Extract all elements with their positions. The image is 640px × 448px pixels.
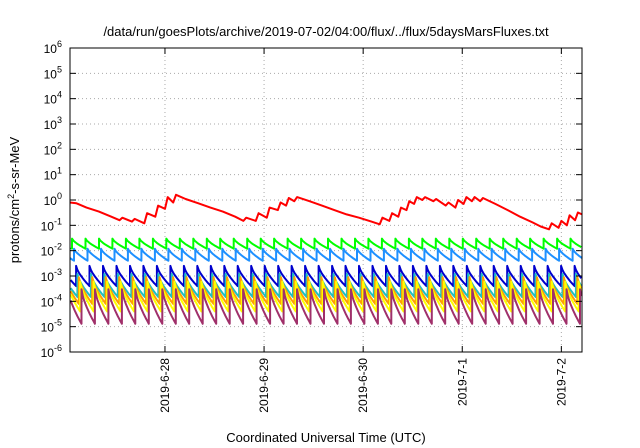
y-tick-base: 10 [41,219,55,233]
series-line-5 [69,273,583,298]
chart-title: /data/run/goesPlots/archive/2019-07-02/0… [103,24,549,39]
y-tick-base: 10 [44,169,58,183]
y-tick-exponent: 6 [57,39,62,49]
y-tick-exponent: -5 [54,318,62,328]
grid [70,48,582,352]
y-tick-label: 10-2 [41,242,62,259]
y-tick-exponent: 5 [57,64,62,74]
y-tick-base: 10 [44,194,58,208]
series-line-8 [69,288,583,325]
y-tick-label: 100 [44,191,62,208]
y-tick-base: 10 [41,295,55,309]
series-line-1 [69,193,583,231]
y-tick-base: 10 [41,321,55,335]
y-tick-exponent: 0 [57,191,62,201]
series-line-2 [70,237,582,250]
series-layer [69,193,583,325]
x-tick-label: 2019-7-2 [554,358,568,406]
y-tick-base: 10 [44,42,58,56]
x-tick-label: 2019-6-28 [158,358,172,413]
x-axis: 2019-6-28 2019-6-29 2019-6-30 2019-7-1 2019-… [158,48,568,413]
y-tick-label: 101 [44,166,62,183]
y-axis-label-rest: -s-sr-MeV [7,136,22,193]
y-tick-label: 10-1 [41,216,62,233]
x-tick-label: 2019-7-1 [455,358,469,406]
y-tick-exponent: -1 [54,216,62,226]
y-axis: 10-610-510-410-310-210-11001011021031041… [41,39,582,360]
y-tick-base: 10 [44,143,58,157]
y-tick-exponent: 3 [57,115,62,125]
series-line-3 [69,247,583,262]
y-tick-label: 103 [44,115,62,132]
y-axis-label-base: protons/cm [7,199,22,263]
y-tick-label: 10-6 [41,343,62,360]
y-tick-exponent: -3 [54,267,62,277]
y-tick-base: 10 [44,118,58,132]
y-tick-label: 105 [44,64,62,81]
series-line-7 [69,280,583,313]
y-tick-exponent: -4 [54,292,62,302]
y-axis-label: protons/cm2-s-sr-MeV [6,136,22,263]
y-tick-base: 10 [44,93,58,107]
series-line-4 [69,264,583,288]
y-tick-label: 106 [44,39,62,56]
y-tick-base: 10 [44,67,58,81]
y-tick-exponent: 4 [57,90,62,100]
y-axis-label-sup: 2 [6,194,16,199]
y-tick-exponent: -6 [54,343,62,353]
y-tick-base: 10 [41,245,55,259]
series-line-6 [69,276,583,305]
x-tick-label: 2019-6-29 [257,358,271,413]
y-tick-label: 102 [44,140,62,157]
y-tick-label: 104 [44,90,62,107]
y-tick-exponent: 1 [57,166,62,176]
y-tick-base: 10 [41,346,55,360]
x-axis-label: Coordinated Universal Time (UTC) [226,430,425,445]
x-tick-label: 2019-6-30 [356,358,370,413]
y-tick-label: 10-4 [41,292,62,309]
y-tick-label: 10-3 [41,267,62,284]
y-tick-label: 10-5 [41,318,62,335]
y-tick-base: 10 [41,270,55,284]
y-tick-exponent: 2 [57,140,62,150]
y-tick-exponent: -2 [54,242,62,252]
